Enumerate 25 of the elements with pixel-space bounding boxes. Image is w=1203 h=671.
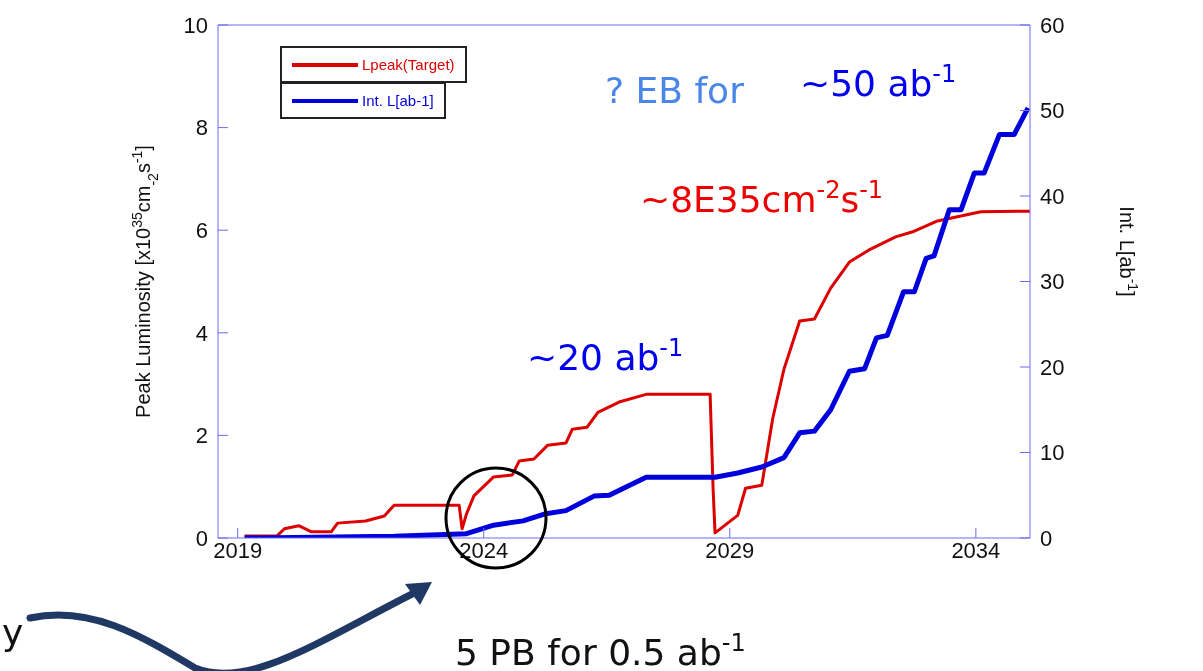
- y-tick-label: 2: [195, 423, 208, 449]
- y2-tick-label: 10: [1040, 440, 1065, 466]
- y2-tick-label: 20: [1040, 354, 1065, 380]
- text: 5 PB for 0.5 ab$^{-1}$: [455, 629, 746, 671]
- y-tick-label: 8: [195, 115, 208, 141]
- legend-label: Lpeak(Target): [362, 56, 455, 73]
- x-tick-label: 2019: [213, 537, 263, 563]
- y-tick-label: 0: [195, 525, 208, 551]
- annotation: ? EB for: [605, 70, 745, 111]
- x-tick-label: 2029: [705, 537, 755, 563]
- y-tick-label: 10: [183, 12, 208, 38]
- y-tick-label: 4: [195, 320, 208, 346]
- x-tick-label: 2024: [459, 537, 509, 563]
- legend-label: Int. L[ab-1]: [362, 92, 434, 109]
- y2-tick-label: 30: [1040, 269, 1065, 295]
- annotation: ~50 ab$^{-1}$: [800, 60, 957, 104]
- annotation: ~20 ab$^{-1}$: [527, 334, 684, 378]
- x-tick-label: 2034: [951, 537, 1001, 563]
- y-tick-label: 6: [195, 218, 208, 244]
- y2-tick-label: 60: [1040, 12, 1065, 38]
- annotation: ~8E35cm$^{-2}$s$^{-1}$: [640, 176, 884, 220]
- y2-tick-label: 50: [1040, 98, 1065, 124]
- y2-tick-label: 40: [1040, 183, 1065, 209]
- text: y: [2, 612, 24, 653]
- y2-tick-label: 0: [1040, 525, 1053, 551]
